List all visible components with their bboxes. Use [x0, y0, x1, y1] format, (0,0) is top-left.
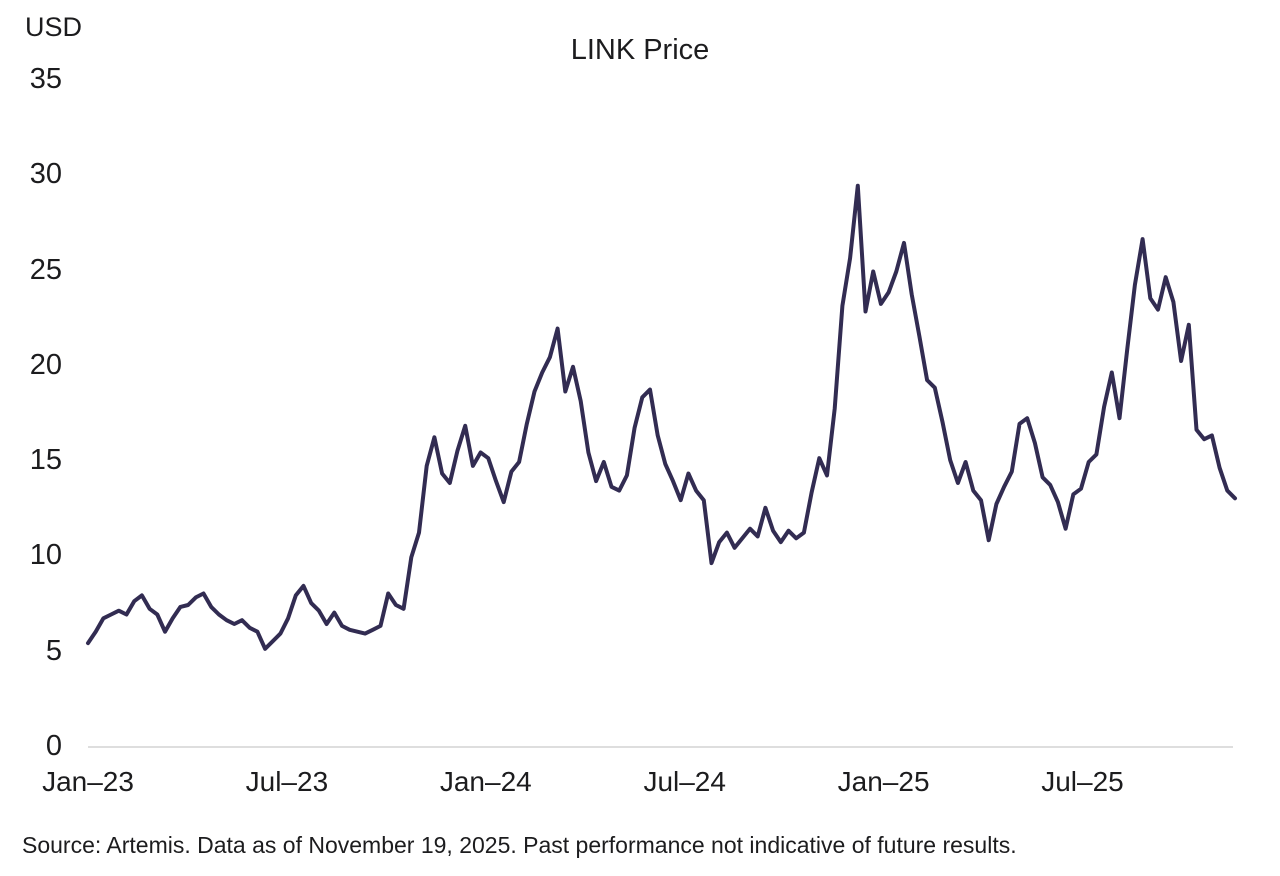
x-tick-label: Jan–23 [42, 766, 134, 797]
x-tick-label: Jan–24 [439, 766, 532, 797]
price-line [86, 183, 1237, 651]
source-note: Source: Artemis. Data as of November 19,… [22, 832, 1017, 858]
x-tick-label: Jul–24 [643, 766, 726, 797]
y-axis-unit-label: USD [25, 12, 83, 42]
y-tick-label: 10 [29, 539, 62, 572]
y-tick-label: 20 [29, 348, 62, 381]
y-tick-label: 0 [45, 730, 62, 762]
x-tick-label: Jul–23 [245, 766, 329, 797]
y-tick-label: 15 [29, 444, 62, 477]
y-tick-label: 25 [29, 253, 62, 286]
y-tick-label: 5 [45, 634, 62, 667]
y-tick-label: 30 [29, 158, 62, 191]
chart-title: LINK Price [570, 34, 710, 66]
x-tick-label: Jul–25 [1041, 766, 1124, 797]
x-tick-label: Jan–25 [837, 766, 930, 797]
y-tick-label: 35 [29, 63, 62, 95]
